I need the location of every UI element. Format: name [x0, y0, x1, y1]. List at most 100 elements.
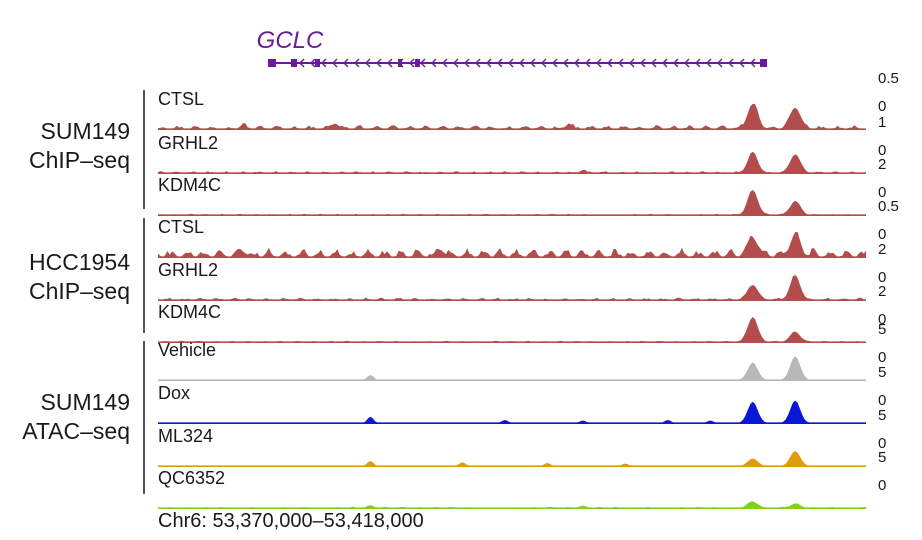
strand-arrow — [365, 58, 371, 68]
strand-arrow — [662, 58, 668, 68]
track-label: ML324 — [158, 426, 213, 446]
strand-arrow — [541, 58, 547, 68]
strand-arrow — [486, 58, 492, 68]
gene-exon — [268, 59, 276, 67]
scale-max-label: 0.5 — [878, 198, 899, 215]
strand-arrow — [453, 58, 459, 68]
track-label: QC6352 — [158, 468, 225, 488]
group-label-line-2: ATAC–seq — [22, 418, 130, 444]
scale-min-label: 0 — [878, 392, 886, 409]
scale-min-label: 0 — [878, 311, 886, 328]
track-ctsl-0: CTSL 0.5 0 — [158, 70, 899, 130]
group-label-line-1: SUM149 — [41, 118, 130, 144]
track-kdm4c-2: KDM4C 2 0 — [158, 156, 886, 216]
scale-min-label: 0 — [878, 269, 886, 286]
strand-arrow — [530, 58, 536, 68]
track-label: CTSL — [158, 217, 204, 237]
strand-arrow — [728, 58, 734, 68]
signal-area — [158, 151, 866, 174]
group-label-line-2: ChIP–seq — [29, 147, 130, 173]
strand-arrow — [299, 58, 305, 68]
strand-arrow — [343, 58, 349, 68]
track-label: GRHL2 — [158, 133, 218, 153]
strand-arrow — [332, 58, 338, 68]
scale-max-label: 5 — [878, 449, 886, 466]
strand-arrow — [585, 58, 591, 68]
strand-arrow — [640, 58, 646, 68]
signal-area — [158, 190, 866, 216]
scale-min-label: 0 — [878, 477, 886, 494]
scale-min-label: 0 — [878, 184, 886, 201]
signal-area — [158, 232, 866, 258]
gene-exon — [415, 59, 420, 67]
scale-max-label: 2 — [878, 156, 886, 173]
scale-min-label: 0 — [878, 435, 886, 452]
gene-exon — [398, 59, 402, 67]
group-label-sum149-atac: SUM149 ATAC–seq — [22, 389, 130, 444]
strand-arrow — [497, 58, 503, 68]
gene-model-track — [268, 58, 767, 68]
strand-arrow — [464, 58, 470, 68]
strand-arrow — [651, 58, 657, 68]
strand-arrow — [618, 58, 624, 68]
strand-arrow — [321, 58, 327, 68]
strand-arrow — [310, 58, 316, 68]
strand-arrow — [552, 58, 558, 68]
scale-max-label: 5 — [878, 321, 886, 338]
strand-arrow — [706, 58, 712, 68]
scale-max-label: 2 — [878, 241, 886, 258]
strand-arrow — [629, 58, 635, 68]
signal-area — [158, 275, 866, 301]
strand-arrow — [695, 58, 701, 68]
signal-area — [158, 400, 866, 424]
strand-arrow — [596, 58, 602, 68]
strand-arrow — [563, 58, 569, 68]
track-kdm4c-5: KDM4C 2 0 — [158, 283, 886, 343]
signal-tracks: CTSL0.50GRHL210KDM4C20CTSL0.50GRHL220KDM… — [158, 70, 899, 509]
gene-exon — [291, 59, 297, 67]
gene-exon — [315, 59, 320, 67]
scale-max-label: 2 — [878, 283, 886, 300]
strand-arrow — [354, 58, 360, 68]
group-label-hcc1954-chip: HCC1954 ChIP–seq — [29, 249, 130, 304]
track-label: CTSL — [158, 89, 204, 109]
track-label: Dox — [158, 383, 190, 403]
strand-arrow — [442, 58, 448, 68]
strand-arrow — [409, 58, 415, 68]
signal-area — [158, 451, 866, 467]
scale-max-label: 0.5 — [878, 70, 899, 87]
group-label-line-2: ChIP–seq — [29, 278, 130, 304]
group-label-sum149-chip: SUM149 ChIP–seq — [29, 118, 130, 173]
strand-arrow — [420, 58, 426, 68]
strand-arrow — [387, 58, 393, 68]
gene-exon — [760, 59, 767, 67]
scale-min-label: 0 — [878, 142, 886, 159]
genomic-coordinates-label: Chr6: 53,370,000–53,418,000 — [158, 510, 424, 532]
signal-area — [158, 356, 866, 381]
track-label: GRHL2 — [158, 260, 218, 280]
strand-arrow — [717, 58, 723, 68]
strand-arrow — [684, 58, 690, 68]
scale-max-label: 5 — [878, 364, 886, 381]
track-label: Vehicle — [158, 340, 216, 360]
track-qc6352-9: QC6352 5 0 — [158, 449, 886, 509]
scale-max-label: 5 — [878, 407, 886, 424]
track-ctsl-3: CTSL 0.5 0 — [158, 198, 899, 258]
scale-max-label: 1 — [878, 114, 886, 131]
signal-area — [158, 104, 866, 130]
strand-arrow — [508, 58, 514, 68]
strand-arrow — [519, 58, 525, 68]
gene-name-label: GCLC — [257, 27, 324, 54]
strand-arrow — [574, 58, 580, 68]
group-label-line-1: HCC1954 — [29, 249, 130, 275]
signal-area — [158, 317, 866, 343]
strand-arrow — [398, 58, 404, 68]
strand-arrow — [431, 58, 437, 68]
scale-min-label: 0 — [878, 349, 886, 366]
strand-arrow — [376, 58, 382, 68]
